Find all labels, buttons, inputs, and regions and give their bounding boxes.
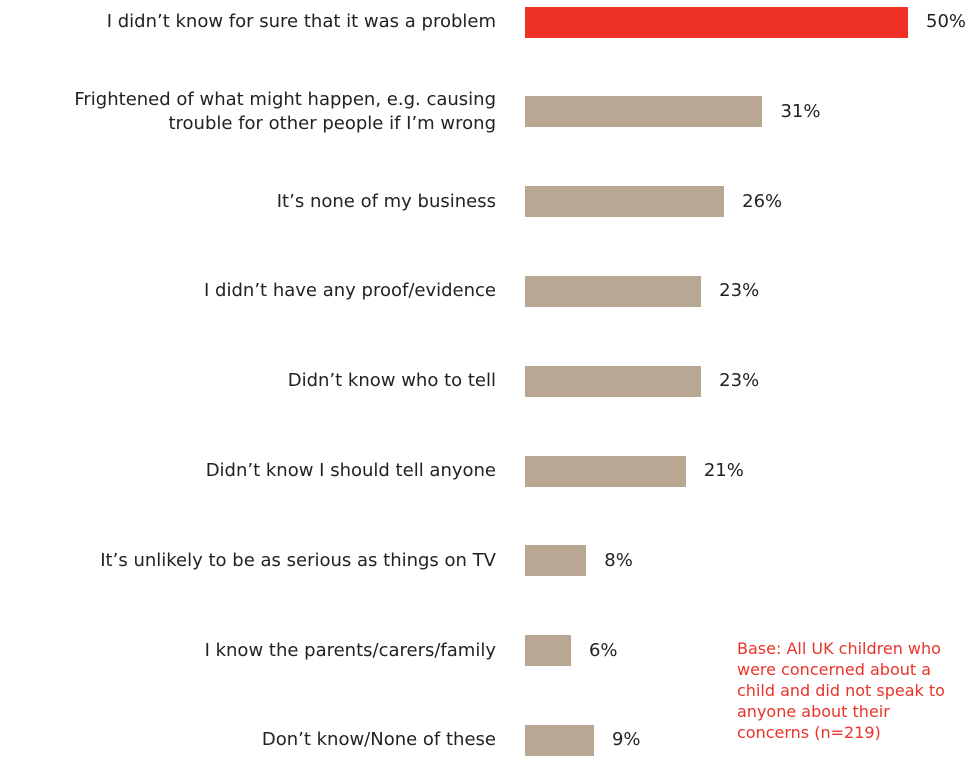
value-label: 23%	[719, 280, 760, 302]
bar	[525, 635, 571, 667]
category-label: I didn’t know for sure that it was a pro…	[106, 11, 496, 32]
value-label: 8%	[604, 549, 633, 571]
value-label: 9%	[611, 729, 641, 751]
value-label: 21%	[703, 460, 744, 481]
bar	[525, 275, 702, 307]
bar	[525, 186, 725, 218]
base-note: Base: All UK children who were concerned…	[737, 639, 945, 742]
category-label: It’s unlikely to be as serious as things…	[100, 549, 496, 571]
bar	[525, 96, 763, 128]
value-label: 26%	[742, 190, 783, 212]
category-label: Didn’t know who to tell	[287, 370, 496, 392]
bar	[525, 545, 587, 577]
category-label: It’s none of my business	[276, 190, 496, 212]
category-label: Don’t know/None of these	[261, 729, 496, 751]
category-label: I didn’t have any proof/evidence	[204, 280, 496, 302]
value-label: 23%	[719, 370, 760, 392]
category-label: Didn’t know I should tell anyone	[205, 460, 496, 481]
value-label: 50%	[926, 11, 967, 32]
bar	[525, 6, 908, 38]
bar	[525, 455, 686, 487]
category-label: I know the parents/carers/family	[204, 639, 496, 661]
bar	[525, 365, 702, 397]
bar	[525, 724, 594, 756]
category-label: Frightened of what might happen, e.g. ca…	[74, 88, 496, 134]
value-label: 6%	[588, 639, 618, 661]
value-label: 31%	[780, 100, 821, 122]
